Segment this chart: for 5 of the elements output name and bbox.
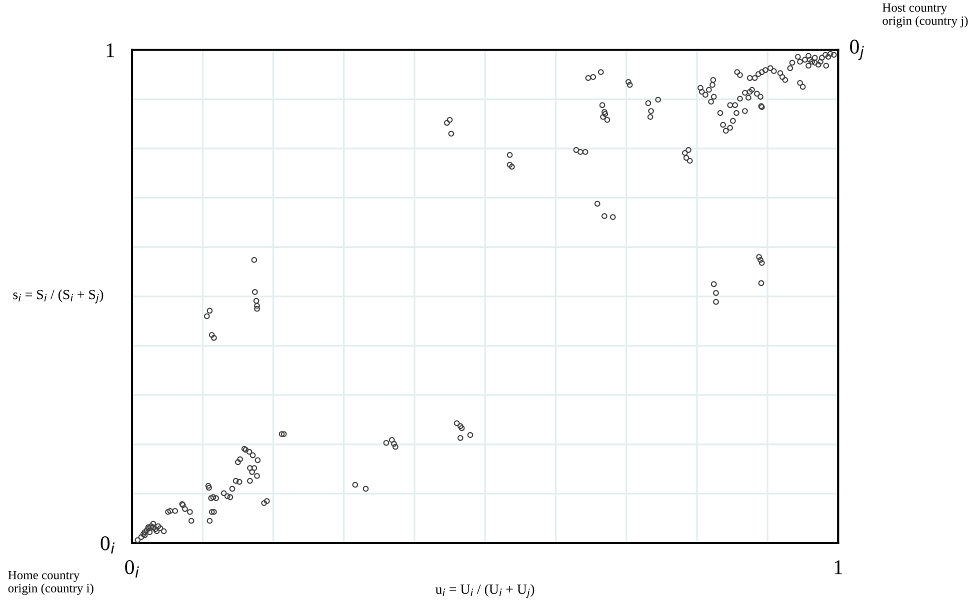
text: Host country origin (country j) — [882, 3, 968, 28]
text: s$_{i}$ = S$_{i}$ / (S$_{i}$ + S$_{j}$) — [13, 289, 104, 304]
annotation: 0$_{j}$ — [850, 40, 864, 60]
text: Home country origin (country i) — [8, 571, 94, 595]
text: u$_{i}$ = U$_{i}$ / (U$_{i}$ + U$_{j}$) — [435, 584, 534, 598]
